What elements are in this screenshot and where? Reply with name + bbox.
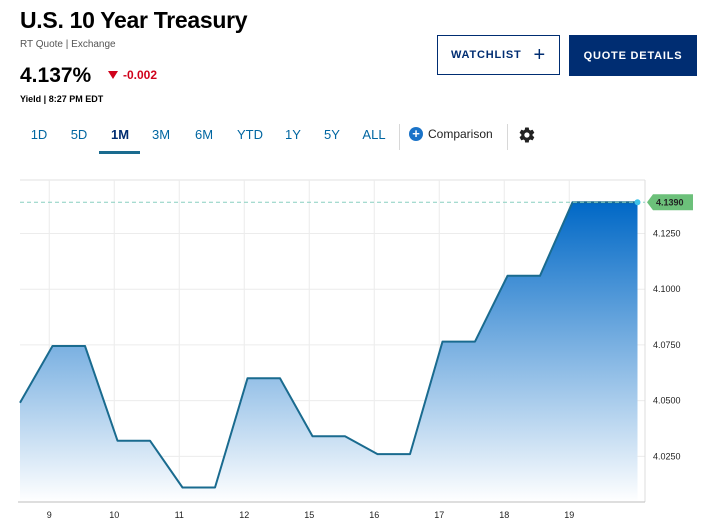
tab-divider bbox=[399, 124, 400, 150]
watchlist-button[interactable]: WATCHLIST + bbox=[437, 35, 560, 75]
y-tick-label: 4.0500 bbox=[653, 396, 681, 406]
y-tick-label: 4.1250 bbox=[653, 228, 681, 238]
y-tick-label: 4.0250 bbox=[653, 451, 681, 461]
tab-ytd[interactable]: YTD bbox=[237, 127, 263, 142]
current-value-marker bbox=[634, 199, 641, 206]
x-tick-label: 16 bbox=[369, 510, 379, 520]
tab-1d[interactable]: 1D bbox=[30, 127, 48, 142]
yield-change: -0.002 bbox=[108, 68, 157, 82]
x-tick-label: 9 bbox=[47, 510, 52, 520]
settings-divider bbox=[507, 124, 508, 150]
tab-1m[interactable]: 1M bbox=[110, 127, 130, 142]
series-area bbox=[20, 202, 638, 503]
tab-5y[interactable]: 5Y bbox=[324, 127, 340, 142]
x-tick-label: 10 bbox=[109, 510, 119, 520]
down-arrow-icon bbox=[108, 71, 118, 79]
tab-6m[interactable]: 6M bbox=[194, 127, 214, 142]
quote-details-button[interactable]: QUOTE DETAILS bbox=[569, 35, 697, 76]
change-value: -0.002 bbox=[123, 68, 158, 82]
x-tick-label: 15 bbox=[304, 510, 314, 520]
add-circle-icon: + bbox=[409, 127, 423, 141]
timestamp: Yield | 8:27 PM EDT bbox=[20, 94, 104, 104]
watchlist-label: WATCHLIST bbox=[450, 49, 522, 61]
y-tick-label: 4.1000 bbox=[653, 284, 681, 294]
tab-3m[interactable]: 3M bbox=[151, 127, 171, 142]
current-value-flag bbox=[647, 194, 693, 211]
quote-source: RT Quote | Exchange bbox=[20, 39, 116, 50]
gear-icon[interactable] bbox=[518, 126, 536, 149]
x-tick-label: 17 bbox=[434, 510, 444, 520]
tab-all[interactable]: ALL bbox=[362, 127, 386, 142]
y-tick-label: 4.0750 bbox=[653, 340, 681, 350]
comparison-button[interactable]: + Comparison bbox=[409, 127, 493, 141]
x-tick-label: 19 bbox=[564, 510, 574, 520]
current-value-label: 4.1390 bbox=[656, 197, 684, 207]
x-tick-label: 12 bbox=[239, 510, 249, 520]
tab-1y[interactable]: 1Y bbox=[285, 127, 301, 142]
series-line bbox=[19, 201, 638, 489]
quote-details-label: QUOTE DETAILS bbox=[583, 49, 683, 62]
current-yield: 4.137% bbox=[20, 64, 92, 87]
comparison-label: Comparison bbox=[428, 127, 493, 141]
page-title: U.S. 10 Year Treasury bbox=[20, 7, 248, 33]
yield-chart: 9 10 11 12 15 16 17 18 19 4.0250 4.0500 4.0750 4.100… bbox=[18, 179, 693, 520]
active-tab-indicator bbox=[99, 151, 140, 154]
time-range-tabs: 1D 5D 1M 3M 6M YTD 1Y 5Y ALL + Compariso… bbox=[0, 122, 714, 156]
x-tick-label: 18 bbox=[499, 510, 509, 520]
tab-5d[interactable]: 5D bbox=[70, 127, 88, 142]
plus-icon: + bbox=[533, 44, 547, 66]
x-tick-label: 11 bbox=[175, 510, 184, 520]
